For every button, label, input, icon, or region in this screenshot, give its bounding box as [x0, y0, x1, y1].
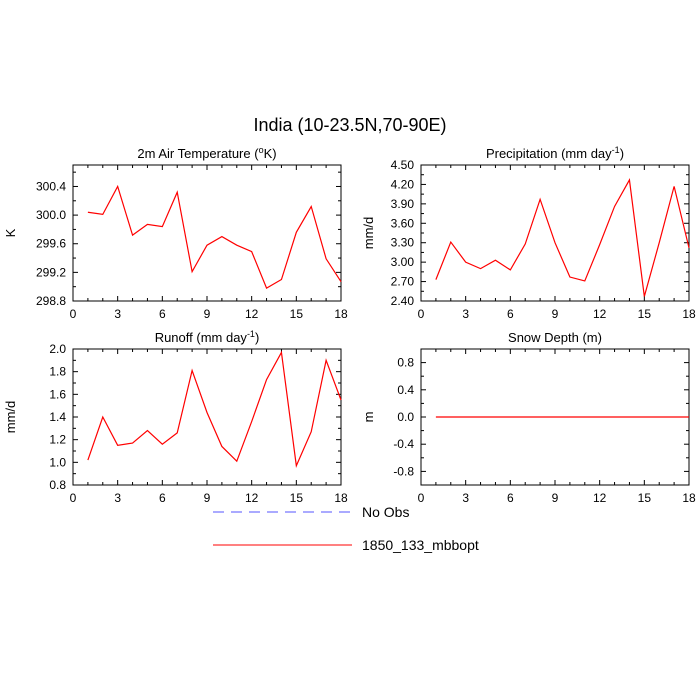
y-tick-label: 298.8: [36, 294, 66, 308]
chart-panel-2: 0 3 6 9 12 15 18 2.40 2.70 3.00 3.30 3.60 3.90 4.20 4.…: [361, 145, 696, 321]
x-tick-label: 15: [290, 491, 304, 505]
x-tick-label: 12: [593, 307, 607, 321]
panel-title: Runoff (mm day-1): [155, 329, 260, 345]
x-tick-label: 12: [593, 491, 607, 505]
x-tick-label: 9: [552, 491, 559, 505]
x-tick-label: 3: [114, 491, 121, 505]
chart-panel-4: 0 3 6 9 12 15 18 -0.8 -0.4 0.0 0.4 0.8 m Snow Depth (…: [361, 330, 696, 505]
x-tick-label: 9: [552, 307, 559, 321]
x-tick-label: 6: [159, 307, 166, 321]
legend-label: No Obs: [362, 504, 409, 520]
series-line: [87, 350, 342, 468]
legend: No Obs 1850_133_mbbopt: [213, 504, 479, 553]
x-tick-label: 3: [462, 307, 469, 321]
y-tick-label: 3.90: [391, 197, 415, 211]
y-tick-label: 0.8: [397, 356, 414, 370]
series-line: [87, 184, 342, 289]
panel-title: 2m Air Temperature (oK): [137, 145, 276, 161]
y-tick-label: -0.4: [393, 437, 414, 451]
chart-panel-1: 0 3 6 9 12 15 18 298.8 299.2 299.6 300.0 300.4 K 2m A…: [3, 145, 348, 321]
x-tick-label: 9: [204, 491, 211, 505]
x-tick-label: 6: [159, 491, 166, 505]
x-tick-label: 15: [638, 307, 652, 321]
x-tick-label: 0: [418, 491, 425, 505]
y-tick-label: 0.8: [49, 478, 66, 492]
y-tick-label: 1.4: [49, 410, 66, 424]
figure-title: India (10-23.5N,70-90E): [253, 115, 446, 135]
chart-panel-3: 0 3 6 9 12 15 18 0.8 1.0 1.2 1.4 1.6 1.8 2.0 mm/d Runof…: [3, 329, 348, 505]
x-tick-label: 18: [334, 307, 348, 321]
y-tick-label: 2.70: [391, 275, 415, 289]
y-tick-label: 1.0: [49, 455, 66, 469]
y-tick-label: 0.0: [397, 410, 414, 424]
x-tick-label: 0: [418, 307, 425, 321]
x-tick-label: 0: [70, 307, 77, 321]
y-tick-label: 4.50: [391, 158, 415, 172]
y-tick-label: 299.6: [36, 237, 66, 251]
x-tick-label: 6: [507, 307, 514, 321]
x-tick-label: 18: [682, 491, 696, 505]
legend-label: 1850_133_mbbopt: [362, 537, 479, 553]
series-line: [435, 178, 690, 297]
x-tick-label: 6: [507, 491, 514, 505]
y-axis-label: mm/d: [361, 217, 376, 250]
x-tick-label: 3: [462, 491, 469, 505]
x-tick-label: 9: [204, 307, 211, 321]
y-tick-label: 3.30: [391, 236, 415, 250]
y-axis-label: mm/d: [3, 401, 18, 434]
panel-title: Precipitation (mm day-1): [486, 145, 624, 161]
x-tick-label: 18: [682, 307, 696, 321]
panel-title: Snow Depth (m): [508, 330, 602, 345]
y-axis-label: m: [361, 412, 376, 423]
y-tick-label: 4.20: [391, 177, 415, 191]
x-tick-label: 0: [70, 491, 77, 505]
x-tick-label: 3: [114, 307, 121, 321]
x-tick-label: 15: [290, 307, 304, 321]
y-tick-label: 2.40: [391, 294, 415, 308]
y-tick-label: 0.4: [397, 383, 414, 397]
y-tick-label: 1.2: [49, 433, 66, 447]
x-tick-label: 18: [334, 491, 348, 505]
y-tick-label: 300.4: [36, 179, 66, 193]
y-tick-label: 300.0: [36, 208, 66, 222]
y-tick-label: 299.2: [36, 265, 66, 279]
y-tick-label: 3.00: [391, 255, 415, 269]
y-tick-label: 3.60: [391, 216, 415, 230]
y-axis-label: K: [3, 228, 18, 237]
y-tick-label: 1.8: [49, 365, 66, 379]
y-tick-label: -0.8: [393, 464, 414, 478]
x-tick-label: 12: [245, 307, 259, 321]
x-tick-label: 12: [245, 491, 259, 505]
y-tick-label: 1.6: [49, 387, 66, 401]
x-tick-label: 15: [638, 491, 652, 505]
y-tick-label: 2.0: [49, 342, 66, 356]
